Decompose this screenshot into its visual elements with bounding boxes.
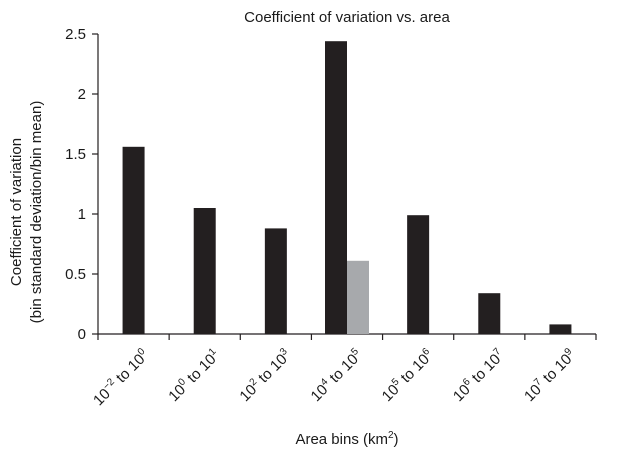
- y-axis-label-line-1: Coefficient of variation: [8, 138, 25, 286]
- y-tick-label: 2.5: [65, 26, 86, 43]
- y-tick-label: 0: [78, 326, 86, 343]
- x-tick-label: 102 to 103: [236, 346, 295, 405]
- y-axis-label-line-2: (bin standard deviation/bin mean): [28, 101, 45, 324]
- y-tick-label: 0.5: [65, 266, 86, 283]
- bar: [407, 215, 430, 334]
- chart-title: Coefficient of variation vs. area: [244, 9, 450, 26]
- x-tick-label: 107 to 109: [520, 346, 579, 405]
- y-axis-label: Coefficient of variation (bin standard d…: [8, 101, 45, 324]
- y-tick-label: 1.5: [65, 146, 86, 163]
- bar: [264, 228, 287, 334]
- x-tick-label: 10−2 to 100: [89, 346, 152, 409]
- x-tick-label: 104 to 105: [307, 346, 366, 405]
- x-tick-label: 105 to 106: [378, 346, 437, 405]
- x-tick-label: 106 to 107: [449, 346, 508, 405]
- bar: [347, 260, 369, 334]
- bar: [549, 324, 572, 334]
- x-tick-label: 100 to 101: [165, 346, 224, 405]
- bar: [122, 146, 145, 334]
- bar: [193, 208, 216, 334]
- bar: [478, 293, 501, 334]
- bar: [325, 41, 347, 334]
- y-tick-label: 1: [78, 206, 86, 223]
- x-axis-label: Area bins (km2): [295, 430, 398, 448]
- y-tick-label: 2: [78, 86, 86, 103]
